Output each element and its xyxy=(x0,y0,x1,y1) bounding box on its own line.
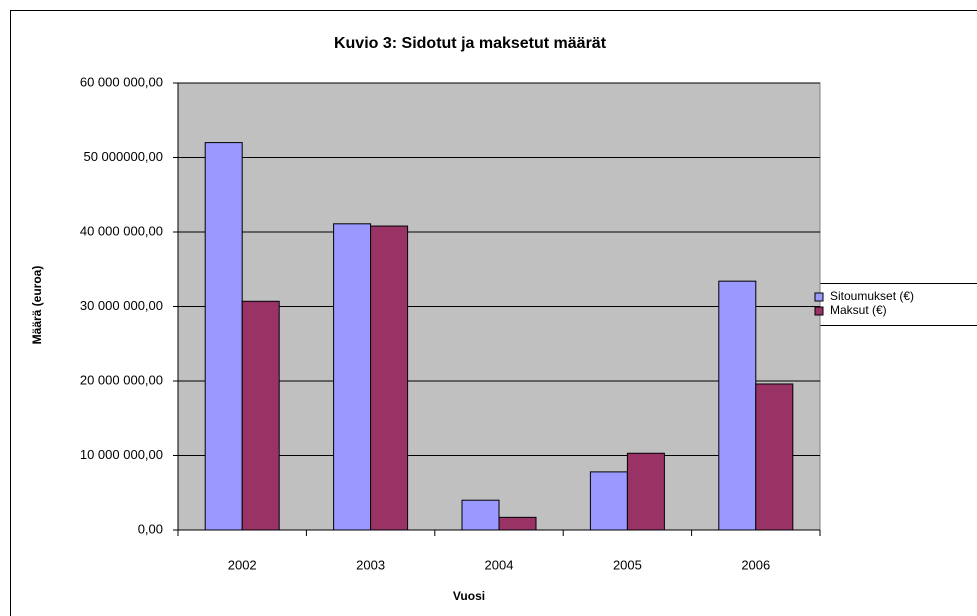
y-tick-label: 20 000 000,00 xyxy=(80,372,163,387)
x-tick-label: 2005 xyxy=(613,557,642,572)
y-tick-label: 50 000000,00 xyxy=(83,149,163,164)
legend-box xyxy=(808,283,977,326)
y-tick-label: 30 000 000,00 xyxy=(80,298,163,313)
bar xyxy=(204,142,243,531)
legend-label: Sitoumukset (€) xyxy=(830,289,914,303)
bar xyxy=(241,300,280,531)
legend-swatch xyxy=(814,292,824,302)
bar xyxy=(755,383,794,531)
x-tick-label: 2006 xyxy=(741,557,770,572)
bar xyxy=(498,516,537,531)
y-tick-label: 40 000 000,00 xyxy=(80,223,163,238)
legend-label: Maksut (€) xyxy=(830,303,887,317)
bar xyxy=(370,225,409,531)
x-tick-label: 2004 xyxy=(485,557,514,572)
bar xyxy=(718,280,757,531)
y-tick-label: 0,00 xyxy=(138,521,163,536)
bar xyxy=(589,471,628,531)
y-tick-label: 10 000 000,00 xyxy=(80,447,163,462)
y-axis-label: Määrä (euroa) xyxy=(30,266,44,345)
legend-swatch xyxy=(814,306,824,316)
bar xyxy=(626,452,665,531)
x-axis-label: Vuosi xyxy=(453,589,485,603)
x-tick-label: 2003 xyxy=(356,557,385,572)
bar xyxy=(461,499,500,531)
bar xyxy=(333,223,372,531)
x-tick-label: 2002 xyxy=(228,557,257,572)
chart-title: Kuvio 3: Sidotut ja maksetut määrät xyxy=(334,35,607,52)
y-tick-label: 60 000 000,00 xyxy=(80,74,163,89)
